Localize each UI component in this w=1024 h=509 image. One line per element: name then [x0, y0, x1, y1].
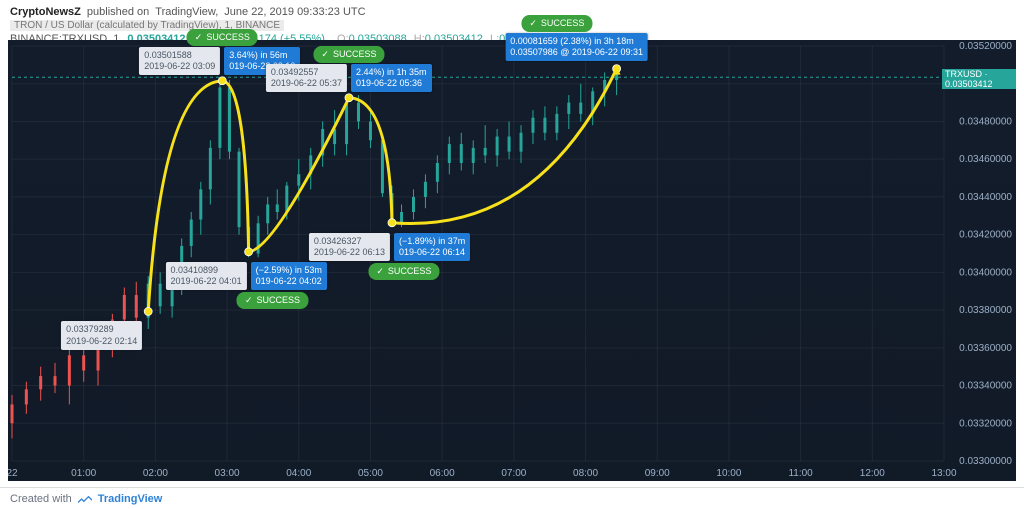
annotation-peak2-gray: 0.034925572019-06-22 05:37 — [266, 64, 347, 93]
success-badge-peak2: SUCCESS — [313, 46, 384, 63]
svg-text:0.03440000: 0.03440000 — [959, 192, 1012, 203]
success-badge-dip1: SUCCESS — [237, 292, 308, 309]
x-grid: 22 01:00 02:00 03:00 04:00 05:00 06:00 07:00 08:… — [8, 46, 957, 479]
chart-svg: 0.035200000.035000000.034800000.03460000… — [8, 40, 1016, 481]
svg-text:04:00: 04:00 — [286, 468, 311, 479]
svg-text:08:00: 08:00 — [573, 468, 598, 479]
svg-text:0.03380000: 0.03380000 — [959, 305, 1012, 316]
svg-text:10:00: 10:00 — [716, 468, 741, 479]
svg-text:22: 22 — [8, 468, 18, 479]
svg-text:06:00: 06:00 — [430, 468, 455, 479]
published-source: TradingView, — [155, 6, 218, 18]
svg-text:11:00: 11:00 — [788, 468, 813, 479]
svg-text:09:00: 09:00 — [645, 468, 670, 479]
svg-text:02:00: 02:00 — [143, 468, 168, 479]
svg-text:13:00: 13:00 — [931, 468, 956, 479]
svg-text:0.03460000: 0.03460000 — [959, 154, 1012, 165]
published-label: published on — [87, 6, 149, 18]
annotation-final-blue: 0.00081659 (2.38%) in 3h 18m0.03507986 @… — [505, 33, 648, 62]
annotation-dip2-blue: (−1.89%) in 37m019-06-22 06:14 — [394, 233, 470, 262]
published-date: June 22, 2019 09:33:23 UTC — [224, 6, 365, 18]
annotation-start: 0.033792892019-06-22 02:14 — [61, 321, 142, 350]
annotation-dip1-blue: (−2.59%) in 53m019-06-22 04:02 — [251, 262, 327, 291]
svg-text:0.03300000: 0.03300000 — [959, 456, 1012, 467]
svg-text:0.03360000: 0.03360000 — [959, 343, 1012, 354]
annotation-peak1-gray: 0.035015882019-06-22 03:09 — [139, 47, 220, 76]
annotation-dip2-gray: 0.034263272019-06-22 06:13 — [309, 233, 390, 262]
svg-text:0.03400000: 0.03400000 — [959, 267, 1012, 278]
svg-text:12:00: 12:00 — [860, 468, 885, 479]
svg-text:07:00: 07:00 — [501, 468, 526, 479]
success-badge-peak1: SUCCESS — [187, 29, 258, 46]
annotation-dip1-gray: 0.034108992019-06-22 04:01 — [166, 262, 247, 291]
success-badge-final: SUCCESS — [521, 15, 592, 32]
y-grid: 0.035200000.035000000.034800000.03460000… — [12, 41, 1012, 467]
svg-text:05:00: 05:00 — [358, 468, 383, 479]
svg-text:0.03520000: 0.03520000 — [959, 41, 1012, 52]
svg-text:0.03320000: 0.03320000 — [959, 418, 1012, 429]
price-line-label: TRXUSD · 0.03503412 — [942, 69, 1016, 89]
svg-text:0.03340000: 0.03340000 — [959, 381, 1012, 392]
svg-text:0.03420000: 0.03420000 — [959, 230, 1012, 241]
svg-text:01:00: 01:00 — [71, 468, 96, 479]
tradingview-logo-icon — [78, 494, 92, 504]
svg-text:03:00: 03:00 — [215, 468, 240, 479]
svg-text:0.03480000: 0.03480000 — [959, 116, 1012, 127]
price-line-sym: TRXUSD — [945, 69, 982, 79]
chart-area[interactable]: 0.035200000.035000000.034800000.03460000… — [8, 40, 1016, 481]
annotation-peak2-blue: 2.44%) in 1h 35m019-06-22 05:36 — [351, 64, 432, 93]
price-line-val: 0.03503412 — [945, 79, 993, 89]
footer: Created with TradingView — [0, 487, 1024, 509]
footer-created: Created with — [10, 493, 72, 505]
publisher-name: CryptoNewsZ — [10, 6, 81, 18]
success-badge-dip2: SUCCESS — [368, 263, 439, 280]
footer-brand[interactable]: TradingView — [98, 493, 163, 505]
